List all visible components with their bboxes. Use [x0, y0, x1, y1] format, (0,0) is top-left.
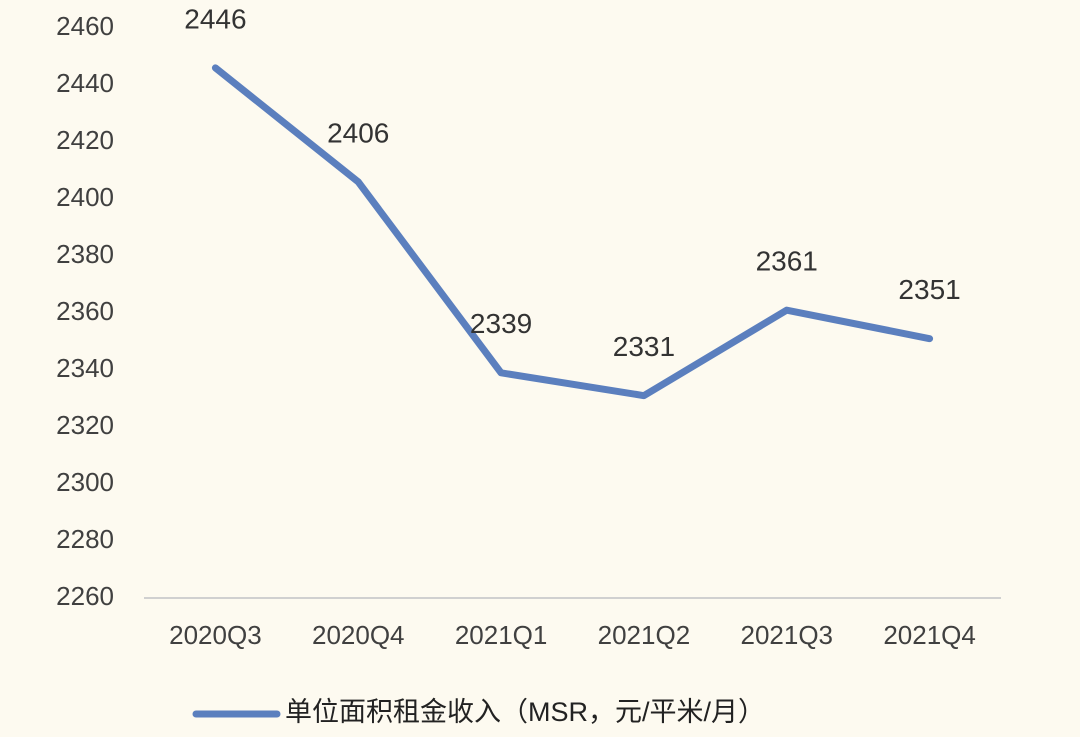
y-tick-label: 2340 [56, 353, 114, 383]
y-tick-label: 2380 [56, 239, 114, 269]
legend-label: 单位面积租金收入（MSR，元/平米/月） [285, 697, 765, 727]
data-label: 2331 [613, 331, 675, 362]
x-tick-label: 2020Q4 [312, 620, 405, 650]
data-label: 2351 [898, 274, 960, 305]
y-tick-label: 2360 [56, 296, 114, 326]
y-tick-label: 2280 [56, 524, 114, 554]
y-tick-label: 2400 [56, 182, 114, 212]
y-tick-label: 2460 [56, 11, 114, 41]
x-tick-label: 2021Q4 [883, 620, 976, 650]
data-label: 2446 [184, 3, 246, 34]
data-label: 2406 [327, 117, 389, 148]
x-tick-label: 2021Q1 [455, 620, 548, 650]
line [211, 64, 934, 400]
data-label: 2361 [756, 246, 818, 277]
y-tick-label: 2320 [56, 410, 114, 440]
y-tick-label: 2260 [56, 581, 114, 611]
x-tick-label: 2021Q3 [740, 620, 833, 650]
data-label: 2339 [470, 308, 532, 339]
y-tick-label: 2440 [56, 68, 114, 98]
x-tick-label: 2020Q3 [169, 620, 262, 650]
y-tick-label: 2300 [56, 467, 114, 497]
y-tick-label: 2420 [56, 125, 114, 155]
x-tick-label: 2021Q2 [598, 620, 691, 650]
